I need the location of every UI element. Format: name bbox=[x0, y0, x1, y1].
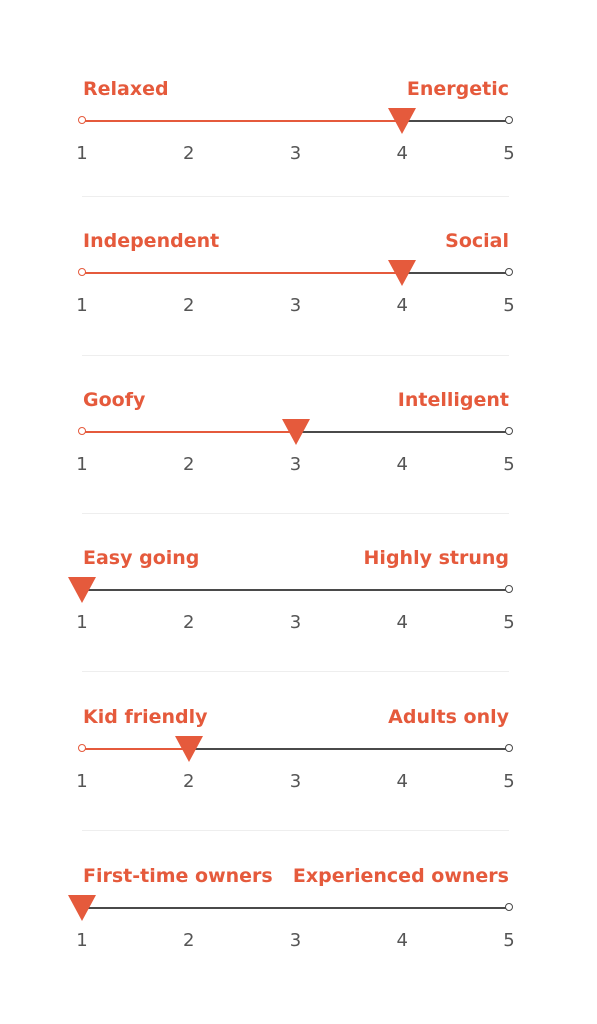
tick-label: 4 bbox=[396, 612, 408, 633]
tick-label: 2 bbox=[183, 771, 195, 792]
scale-track[interactable] bbox=[82, 907, 509, 909]
scale-left-label: Goofy bbox=[83, 389, 146, 411]
scale-right-label: Adults only bbox=[388, 706, 509, 728]
tick-label: 2 bbox=[183, 454, 195, 475]
triangle-down-marker-icon[interactable] bbox=[388, 260, 417, 286]
tick-labels: 1 2 3 4 5 bbox=[0, 771, 597, 795]
tick-label: 2 bbox=[183, 930, 195, 951]
circle-endpoint-icon bbox=[78, 427, 86, 435]
scale-fill bbox=[82, 431, 296, 433]
tick-labels: 1 2 3 4 5 bbox=[0, 454, 597, 478]
tick-label: 4 bbox=[396, 143, 408, 164]
scale-fill bbox=[82, 272, 403, 274]
circle-endpoint-icon bbox=[78, 744, 86, 752]
circle-endpoint-icon bbox=[505, 268, 513, 276]
tick-label: 5 bbox=[503, 143, 515, 164]
scale-fill bbox=[82, 120, 403, 122]
tick-label: 3 bbox=[289, 612, 302, 633]
tick-label: 3 bbox=[289, 930, 302, 951]
scale-track[interactable] bbox=[82, 272, 509, 274]
tick-label: 5 bbox=[503, 454, 515, 475]
tick-label: 4 bbox=[396, 295, 408, 316]
scale-left-label: Easy going bbox=[83, 547, 200, 569]
scale-track[interactable] bbox=[82, 120, 509, 122]
tick-label: 4 bbox=[396, 930, 408, 951]
tick-labels: 1 2 3 4 5 bbox=[0, 612, 597, 636]
divider bbox=[82, 513, 509, 514]
scale-left-label: First-time owners bbox=[83, 865, 273, 887]
tick-label: 1 bbox=[76, 143, 88, 164]
tick-label: 4 bbox=[396, 454, 408, 475]
triangle-down-marker-icon[interactable] bbox=[174, 736, 203, 762]
tick-label: 2 bbox=[183, 612, 195, 633]
scale-right-label: Energetic bbox=[406, 78, 509, 100]
tick-labels: 1 2 3 4 5 bbox=[0, 295, 597, 319]
tick-labels: 1 2 3 4 5 bbox=[0, 930, 597, 954]
scale-right-label: Highly strung bbox=[363, 547, 509, 569]
tick-label: 3 bbox=[289, 143, 302, 164]
scale-left-label: Kid friendly bbox=[83, 706, 208, 728]
scale-left-label: Relaxed bbox=[83, 78, 169, 100]
tick-label: 2 bbox=[183, 295, 195, 316]
scale-track[interactable] bbox=[82, 589, 509, 591]
scale-right-label: Social bbox=[445, 230, 509, 252]
triangle-down-marker-icon[interactable] bbox=[388, 108, 417, 134]
triangle-down-marker-icon[interactable] bbox=[281, 419, 310, 445]
trait-scale-relaxed-energetic: Relaxed Energetic 1 2 3 4 5 bbox=[0, 77, 597, 197]
tick-label: 5 bbox=[503, 771, 515, 792]
scale-right-label: Experienced owners bbox=[292, 865, 509, 887]
tick-label: 5 bbox=[503, 612, 515, 633]
tick-label: 3 bbox=[289, 454, 302, 475]
trait-scale-firsttime-experienced: First-time owners Experienced owners 1 2… bbox=[0, 864, 597, 984]
circle-endpoint-icon bbox=[505, 744, 513, 752]
circle-endpoint-icon bbox=[505, 427, 513, 435]
tick-label: 1 bbox=[76, 612, 88, 633]
circle-endpoint-icon bbox=[505, 903, 513, 911]
tick-label: 3 bbox=[289, 295, 302, 316]
divider bbox=[82, 671, 509, 672]
trait-scale-easygoing-highlystrung: Easy going Highly strung 1 2 3 4 5 bbox=[0, 546, 597, 666]
circle-endpoint-icon bbox=[505, 585, 513, 593]
tick-label: 5 bbox=[503, 930, 515, 951]
tick-label: 1 bbox=[76, 930, 88, 951]
circle-endpoint-icon bbox=[78, 116, 86, 124]
circle-endpoint-icon bbox=[78, 268, 86, 276]
divider bbox=[82, 196, 509, 197]
trait-scale-kidfriendly-adultsonly: Kid friendly Adults only 1 2 3 4 5 bbox=[0, 705, 597, 825]
scale-fill bbox=[82, 748, 189, 750]
tick-label: 5 bbox=[503, 295, 515, 316]
divider bbox=[82, 830, 509, 831]
tick-label: 1 bbox=[76, 771, 88, 792]
tick-label: 4 bbox=[396, 771, 408, 792]
triangle-down-marker-icon[interactable] bbox=[68, 577, 96, 603]
scale-track[interactable] bbox=[82, 748, 509, 750]
scale-right-label: Intelligent bbox=[397, 389, 509, 411]
circle-endpoint-icon bbox=[505, 116, 513, 124]
tick-label: 1 bbox=[76, 295, 88, 316]
tick-label: 1 bbox=[76, 454, 88, 475]
divider bbox=[82, 355, 509, 356]
tick-label: 3 bbox=[289, 771, 302, 792]
triangle-down-marker-icon[interactable] bbox=[68, 895, 96, 921]
trait-scale-independent-social: Independent Social 1 2 3 4 5 bbox=[0, 229, 597, 349]
trait-scale-goofy-intelligent: Goofy Intelligent 1 2 3 4 5 bbox=[0, 388, 597, 508]
tick-labels: 1 2 3 4 5 bbox=[0, 143, 597, 167]
tick-label: 2 bbox=[183, 143, 195, 164]
scale-left-label: Independent bbox=[83, 230, 220, 252]
